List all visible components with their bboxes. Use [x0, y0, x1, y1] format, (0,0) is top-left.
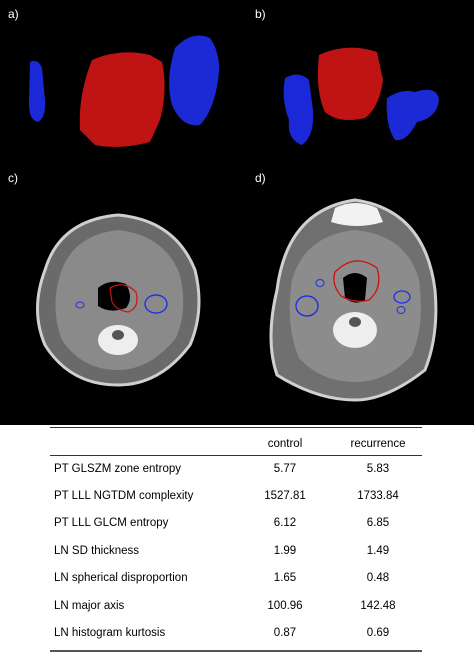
recurrence-value: 5.83 [366, 463, 390, 475]
recurrence-value: 6.85 [366, 517, 390, 529]
control-value: 100.96 [267, 600, 303, 612]
panel-b-3d-volumes [283, 47, 439, 145]
lymph-node-volume-left [28, 60, 46, 122]
control-value: 1527.81 [264, 490, 306, 502]
panel-d-ct-image [269, 198, 438, 402]
table-row: LN SD thickness 1.99 1.49 [50, 545, 422, 572]
radiomics-feature-table: control recurrence PT GLSZM zone entropy… [50, 425, 422, 654]
spinal-canal [112, 330, 124, 340]
table-row: PT GLSZM zone entropy 5.77 5.83 [50, 463, 422, 490]
header-recurrence: recurrence [350, 438, 406, 450]
panel-b-label: b) [255, 7, 266, 21]
control-value: 5.77 [273, 463, 297, 475]
feature-name: PT LLL GLCM entropy [54, 517, 169, 529]
control-value: 6.12 [273, 517, 297, 529]
panel-d-ct-slice: d) [237, 160, 474, 425]
feature-name: LN SD thickness [54, 545, 140, 557]
recurrence-value: 0.48 [366, 572, 390, 584]
panel-c-ct-image [36, 213, 201, 387]
spinal-canal [349, 317, 361, 327]
lymph-node-contour-right-small [396, 306, 406, 314]
lymph-node-contour-left [75, 301, 85, 309]
table-rule-top [50, 427, 422, 428]
lymph-node-volume-right [169, 35, 219, 126]
feature-name: PT GLSZM zone entropy [54, 463, 181, 475]
control-value: 1.99 [273, 545, 297, 557]
panel-c-label: c) [8, 171, 18, 185]
airway [343, 273, 367, 303]
recurrence-value: 1.49 [366, 545, 390, 557]
airway [98, 281, 130, 311]
panel-b-render: b) [237, 0, 474, 160]
panel-c-ct-slice: c) [0, 160, 237, 425]
figure-panels: a) b) c) d) [0, 0, 474, 425]
soft-tissue [289, 230, 421, 382]
lymph-node-contour-right [393, 290, 411, 304]
feature-name: LN major axis [54, 600, 125, 612]
panel-a-render: a) [0, 0, 237, 160]
tumor-contour [109, 284, 138, 313]
mandible [331, 203, 383, 226]
tumor-volume [317, 47, 383, 120]
feature-name: LN histogram kurtosis [54, 627, 166, 639]
control-value: 1.65 [273, 572, 297, 584]
table-row: LN histogram kurtosis 0.87 0.69 [50, 627, 422, 654]
lymph-node-volume-right [386, 89, 439, 141]
tumor-volume [79, 52, 165, 147]
tumor-contour [333, 260, 380, 302]
table-rule-bottom [50, 650, 422, 652]
vertebra [333, 312, 377, 348]
lymph-node-contour-left [295, 295, 319, 317]
table-row: PT LLL NGTDM complexity 1527.81 1733.84 [50, 490, 422, 517]
lymph-node-contour-right [144, 294, 168, 314]
recurrence-value: 0.69 [366, 627, 390, 639]
panel-d-label: d) [255, 171, 266, 185]
control-value: 0.87 [273, 627, 297, 639]
lymph-node-volume-left [283, 74, 314, 145]
table-rule-mid [50, 455, 422, 456]
panel-a-label: a) [8, 7, 19, 21]
panel-a-3d-volumes [28, 35, 219, 147]
feature-name: PT LLL NGTDM complexity [54, 490, 194, 502]
recurrence-value: 142.48 [360, 600, 396, 612]
header-control: control [267, 438, 303, 450]
table-row: PT LLL GLCM entropy 6.12 6.85 [50, 517, 422, 544]
feature-name: LN spherical disproportion [54, 572, 188, 584]
table-row: LN spherical disproportion 1.65 0.48 [50, 572, 422, 599]
table-row: LN major axis 100.96 142.48 [50, 600, 422, 627]
lymph-node-contour-left-small [315, 279, 325, 287]
recurrence-value: 1733.84 [357, 490, 399, 502]
